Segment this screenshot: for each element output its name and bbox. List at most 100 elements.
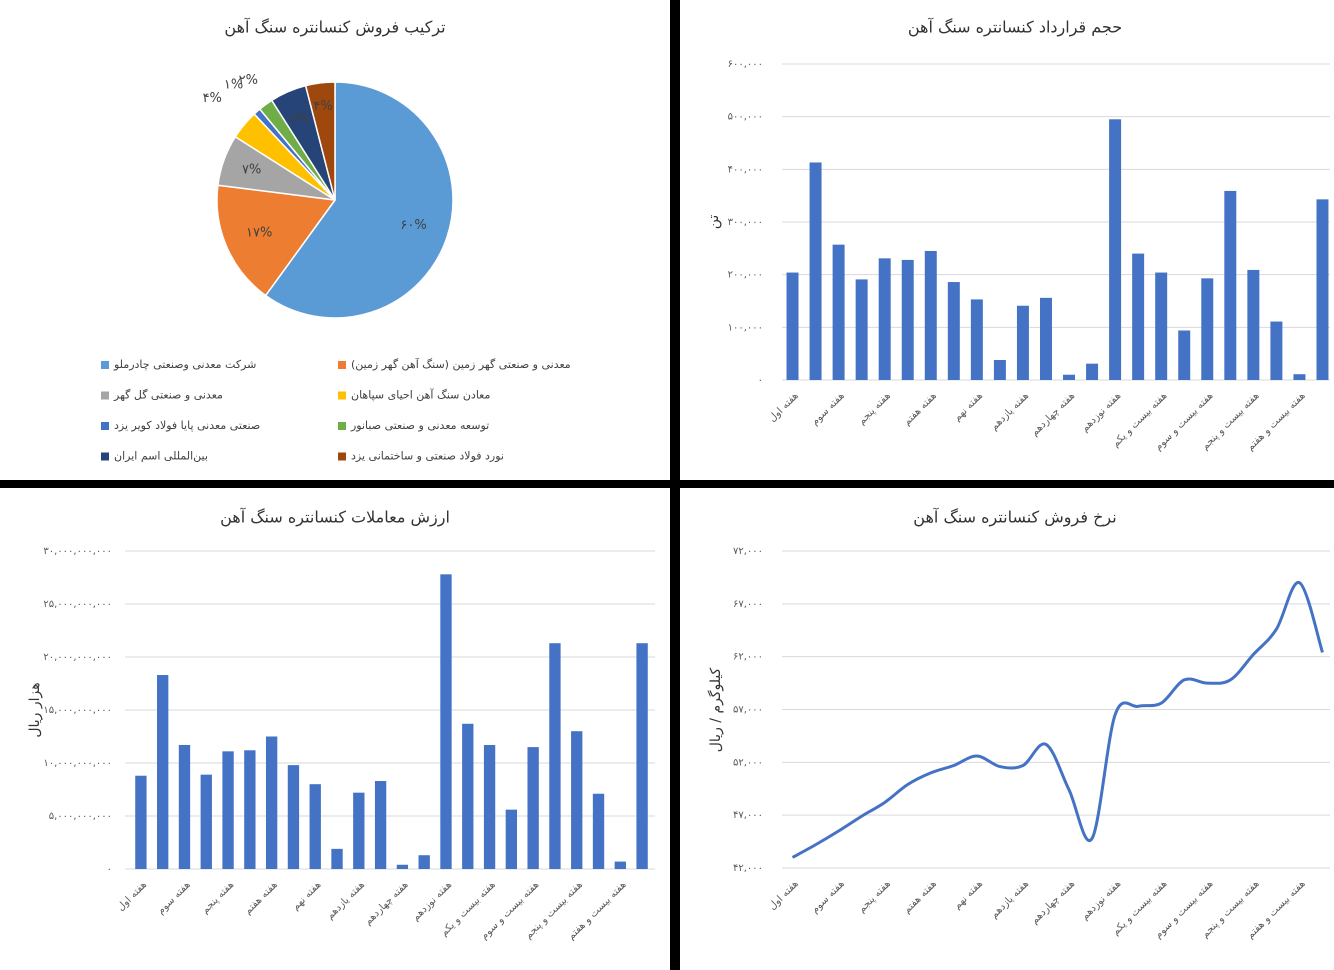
y-tick-label: ۷۲,۰۰۰ (733, 546, 763, 557)
data-label: ۴% (313, 99, 332, 114)
y-tick-label: ۴۲,۰۰۰ (733, 863, 763, 874)
bar (1270, 321, 1283, 380)
y-tick-label: ۳۰۰,۰۰۰ (728, 217, 763, 228)
y-tick-label: ۵۰۰,۰۰۰ (728, 112, 763, 123)
bar (135, 775, 147, 869)
bar (440, 574, 452, 869)
pie-slice (264, 81, 454, 319)
bar (200, 774, 212, 869)
bar (786, 272, 799, 380)
y-tick-label: ۵۲,۰۰۰ (733, 757, 763, 768)
data-label: ۱% (224, 77, 243, 92)
legend-swatch (101, 391, 109, 400)
bar (178, 744, 191, 869)
chart-title: ترکیب فروش کنسانتره سنگ آهن (224, 18, 445, 38)
y-tick-label: ۴۷,۰۰۰ (733, 810, 763, 821)
bar (331, 848, 343, 869)
legend-swatch (101, 422, 109, 430)
bar (483, 744, 496, 869)
legend-swatch (338, 422, 346, 430)
data-label: ۱۷% (246, 225, 272, 240)
bar (396, 864, 409, 869)
bar (353, 792, 365, 869)
bar (993, 359, 1006, 380)
legend-label: بین‌المللی اسم ایران (114, 450, 208, 463)
bar (309, 784, 321, 869)
data-label: ۴% (203, 91, 222, 106)
bar (265, 736, 278, 869)
y-tick-label: ۵۷,۰۰۰ (733, 705, 763, 716)
bar (1039, 297, 1052, 380)
bar (1016, 305, 1029, 380)
bar (592, 793, 605, 869)
bar (924, 250, 937, 380)
bar (1293, 374, 1306, 380)
bar (418, 855, 430, 869)
bar (549, 643, 561, 869)
y-tick-label: ۲۵,۰۰۰,۰۰۰,۰۰۰ (43, 599, 112, 610)
bar (1132, 253, 1145, 380)
bar (1247, 269, 1260, 380)
data-label: ۶۰% (400, 218, 426, 233)
pie-slice (216, 184, 337, 297)
legend-swatch (338, 391, 346, 400)
data-label: ۵% (290, 111, 309, 126)
bar (1316, 199, 1329, 380)
bar (1155, 272, 1168, 380)
bar (157, 675, 169, 869)
chart-title: ارزش معاملات کنسانتره سنگ آهن (220, 508, 450, 528)
bar (832, 244, 845, 380)
bar (878, 258, 891, 380)
bar (505, 809, 518, 869)
y-tick-label: ۰ (107, 864, 112, 875)
chart-title: نرخ فروش کنسانتره سنگ آهن (913, 508, 1116, 528)
bar (571, 731, 583, 869)
bar (1178, 330, 1191, 380)
bar (244, 750, 256, 869)
y-tick-label: ۱۵,۰۰۰,۰۰۰,۰۰۰ (43, 705, 112, 716)
y-tick-label: ۶۷,۰۰۰ (733, 599, 763, 610)
y-tick-label: ۳۰,۰۰۰,۰۰۰,۰۰۰ (43, 546, 112, 557)
y-axis-label: هزار ریال (27, 682, 43, 737)
y-tick-label: ۱۰۰,۰۰۰ (728, 322, 763, 333)
line (791, 581, 1324, 859)
legend-label: شرکت معدنی وصنعتی چادرملو (113, 358, 256, 371)
bar (809, 162, 822, 380)
bar (1201, 278, 1214, 380)
bar (287, 765, 300, 869)
legend-label: معدنی و صنعتی گهر زمین (سنگ آهن گهر زمین… (351, 357, 571, 371)
pie-slice (304, 81, 336, 201)
bar (855, 279, 868, 380)
legend-label: توسعه معدنی و صنعتی صبانور (350, 419, 489, 432)
bar (901, 259, 914, 380)
data-label: ۲% (239, 73, 258, 88)
legend-swatch (101, 452, 109, 461)
legend-label: معدنی و صنعتی گل گهر (113, 389, 223, 402)
bar (970, 299, 983, 380)
panel (680, 488, 1334, 970)
y-tick-label: ۲۰۰,۰۰۰ (728, 270, 763, 281)
bar (222, 751, 234, 869)
legend-label: معادن سنگ آهن احیای سپاهان (351, 388, 490, 402)
bar (462, 723, 474, 869)
bar (1063, 374, 1076, 380)
y-tick-label: ۲۰,۰۰۰,۰۰۰,۰۰۰ (43, 652, 112, 663)
y-axis-label: کیلوگرم / ریال (707, 667, 724, 752)
y-axis-label: تن (706, 215, 722, 230)
bar (614, 861, 626, 869)
bar (947, 282, 960, 380)
y-tick-label: ۶۲,۰۰۰ (733, 652, 763, 663)
legend-label: صنعتی معدنی پایا فولاد کویر یزد (114, 419, 260, 432)
legend-swatch (101, 361, 109, 369)
y-tick-label: ۰ (758, 375, 763, 386)
bar (527, 747, 539, 869)
legend-swatch (338, 361, 346, 369)
legend-label: نورد فولاد صنعتی و ساختمانی یزد (351, 450, 504, 463)
y-tick-label: ۵,۰۰۰,۰۰۰,۰۰۰ (49, 811, 112, 822)
bar (1109, 119, 1122, 381)
data-label: ۷% (242, 163, 261, 178)
bar (1086, 363, 1099, 380)
chart-title: حجم قرارداد کنسانتره سنگ آهن (908, 18, 1122, 38)
